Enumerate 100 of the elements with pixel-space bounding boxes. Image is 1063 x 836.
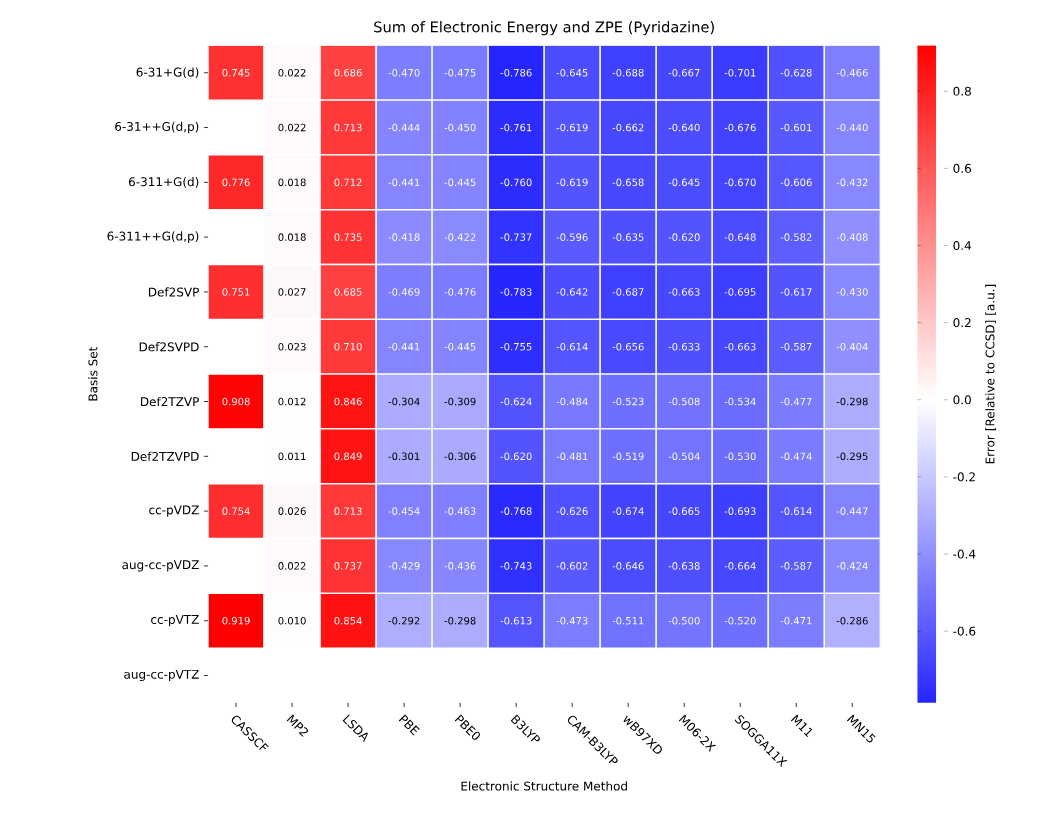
- data-label: 0.710: [334, 342, 362, 351]
- data-label: -0.298: [836, 397, 868, 406]
- data-label: -0.504: [668, 452, 700, 460]
- data-label: -0.648: [724, 233, 756, 241]
- y-tick-label: 6-31+G(d): [136, 67, 199, 78]
- data-label: -0.404: [836, 342, 868, 351]
- y-tick-label: Def2SVPD: [139, 341, 199, 352]
- data-label: 0.026: [278, 507, 306, 515]
- data-label: -0.755: [500, 342, 532, 351]
- data-label: -0.783: [500, 288, 532, 296]
- data-label: -0.665: [668, 507, 700, 515]
- data-label: -0.596: [556, 233, 588, 241]
- data-label: -0.309: [444, 397, 476, 406]
- data-label: -0.429: [388, 562, 420, 570]
- data-label: 0.908: [222, 397, 250, 406]
- data-label: -0.663: [724, 342, 756, 351]
- color-bar-label: 0.4: [953, 240, 972, 250]
- color-bar-label: 0.0: [953, 395, 971, 405]
- y-axis-title: Basis Set: [88, 346, 98, 401]
- data-label: -0.469: [388, 288, 420, 296]
- data-label: -0.587: [780, 562, 812, 570]
- data-label: 0.022: [278, 123, 306, 132]
- data-label: -0.445: [444, 342, 476, 351]
- data-label: -0.737: [500, 233, 532, 241]
- color-bar-label: -0.6: [953, 626, 976, 636]
- data-label: -0.476: [444, 288, 476, 296]
- data-label: -0.470: [388, 68, 420, 77]
- data-label: 0.737: [334, 562, 362, 570]
- data-label: -0.761: [500, 123, 532, 132]
- data-label: -0.432: [836, 178, 868, 186]
- data-label: -0.582: [780, 233, 812, 241]
- color-bar-label: 0.8: [953, 86, 971, 96]
- data-label: -0.695: [724, 288, 756, 296]
- data-label: -0.613: [500, 616, 532, 625]
- y-tick-label: aug-cc-pVDZ: [122, 560, 199, 572]
- data-label: -0.760: [500, 178, 532, 186]
- data-label: -0.295: [836, 452, 868, 460]
- data-label: -0.663: [668, 288, 700, 296]
- data-label: 0.027: [278, 288, 306, 296]
- data-label: -0.440: [836, 123, 868, 132]
- data-label: -0.587: [780, 342, 812, 351]
- data-label: -0.475: [444, 68, 476, 77]
- data-label: -0.646: [612, 562, 644, 570]
- data-label: -0.519: [612, 452, 644, 460]
- data-label: -0.418: [388, 233, 420, 241]
- data-label: -0.286: [836, 616, 868, 625]
- data-label: -0.484: [556, 397, 588, 406]
- data-label: -0.447: [836, 507, 868, 515]
- data-label: -0.656: [612, 342, 644, 351]
- data-label: -0.422: [444, 233, 476, 241]
- data-label: -0.511: [612, 616, 644, 625]
- x-axis-title: Electronic Structure Method: [461, 781, 627, 791]
- data-label: -0.523: [612, 397, 644, 406]
- data-label: 0.735: [334, 233, 362, 241]
- data-label: -0.664: [724, 562, 756, 570]
- data-label: -0.445: [444, 178, 476, 186]
- y-tick-label: 6-311++G(d,p): [107, 231, 199, 243]
- y-tick-label: aug-cc-pVTZ: [124, 669, 199, 681]
- data-label: -0.628: [780, 68, 812, 77]
- data-label: 0.713: [334, 507, 362, 515]
- data-label: 0.010: [278, 616, 306, 625]
- data-label: 0.846: [334, 397, 362, 406]
- data-label: -0.619: [556, 123, 588, 132]
- data-label: 0.754: [222, 507, 250, 515]
- data-label: 0.023: [278, 342, 306, 351]
- data-label: -0.614: [780, 507, 812, 515]
- data-label: -0.786: [500, 68, 532, 77]
- data-label: -0.701: [724, 68, 756, 77]
- data-label: -0.304: [388, 397, 420, 406]
- data-label: -0.463: [444, 507, 476, 515]
- data-label: 0.751: [222, 288, 250, 296]
- color-bar-label: -0.2: [953, 472, 975, 482]
- data-label: -0.658: [612, 178, 644, 186]
- data-label: -0.642: [556, 288, 588, 296]
- data-label: -0.620: [500, 452, 532, 460]
- data-label: -0.601: [780, 123, 812, 132]
- data-label: 0.919: [222, 616, 250, 625]
- data-label: -0.635: [612, 233, 644, 241]
- data-label: -0.473: [556, 616, 588, 625]
- y-tick-label: Def2TZVP: [141, 396, 199, 407]
- data-label: -0.619: [556, 178, 588, 186]
- data-label: 0.686: [334, 68, 362, 77]
- data-label: -0.450: [444, 123, 476, 132]
- data-label: -0.466: [836, 68, 868, 77]
- data-label: -0.436: [444, 562, 476, 570]
- data-label: -0.687: [612, 288, 644, 296]
- data-label: -0.645: [668, 178, 700, 186]
- data-label: 0.022: [278, 562, 306, 570]
- data-label: -0.471: [780, 616, 812, 625]
- data-label: -0.530: [724, 452, 756, 460]
- data-label: -0.298: [444, 616, 476, 625]
- data-label: -0.602: [556, 562, 588, 570]
- data-label: -0.292: [388, 616, 420, 625]
- data-label: 0.713: [334, 123, 362, 132]
- y-tick-label: Def2SVP: [148, 287, 199, 297]
- data-label: -0.645: [556, 68, 588, 77]
- data-label: -0.477: [780, 397, 812, 406]
- data-label: 0.685: [334, 288, 362, 296]
- data-label: -0.520: [724, 616, 756, 625]
- chart-title: Sum of Electronic Energy and ZPE (Pyridazine): [374, 20, 714, 36]
